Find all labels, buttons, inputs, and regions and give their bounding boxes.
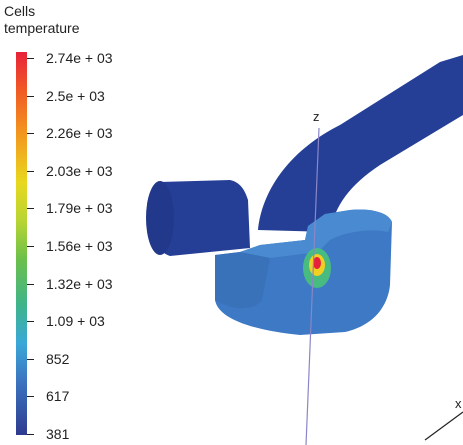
legend-tick-label: 381 [46,426,70,442]
legend-tick-mark [27,321,34,323]
chamber-front-face [215,252,270,309]
legend-tick-mark [27,133,34,135]
legend-tick-mark [27,283,34,285]
legend-tick-label: 1.79e + 03 [46,200,113,217]
legend-title-line2: temperature [4,20,80,36]
legend-tick-mark [27,208,34,210]
legend-tick-mark [27,434,34,435]
x-axis-line [424,411,463,441]
z-axis-label: z [313,109,320,124]
legend-tick-label: 1.32e + 03 [46,275,113,292]
legend-tick-label: 2.03e + 03 [46,162,113,179]
legend-tick-label: 617 [46,388,70,405]
x-axis-label: x [455,396,462,411]
legend-tick-label: 852 [46,350,70,367]
legend-tick-mark [27,170,34,172]
legend-tick-mark [27,95,34,97]
chamber-top-face [240,209,392,258]
z-axis-line [305,127,320,445]
legend-tick-label: 1.09 + 03 [46,313,105,330]
legend-tick-label: 1.56e + 03 [46,238,113,254]
left-pipe [146,180,250,256]
hot-spot-core [313,257,321,269]
legend-tick-mark [27,246,34,247]
right-pipe [258,55,463,232]
colorbar [16,52,27,435]
legend-tick-label: 2.5e + 03 [46,87,105,104]
left-pipe-opening [146,181,174,255]
legend-tick-label: 2.74e + 03 [46,50,113,66]
legend-tick-label: 2.26e + 03 [46,125,113,142]
legend-title-line1: Cells [4,3,36,19]
legend-tick-mark [27,58,34,59]
legend-tick-mark [27,396,34,398]
legend-tick-mark [27,358,34,360]
